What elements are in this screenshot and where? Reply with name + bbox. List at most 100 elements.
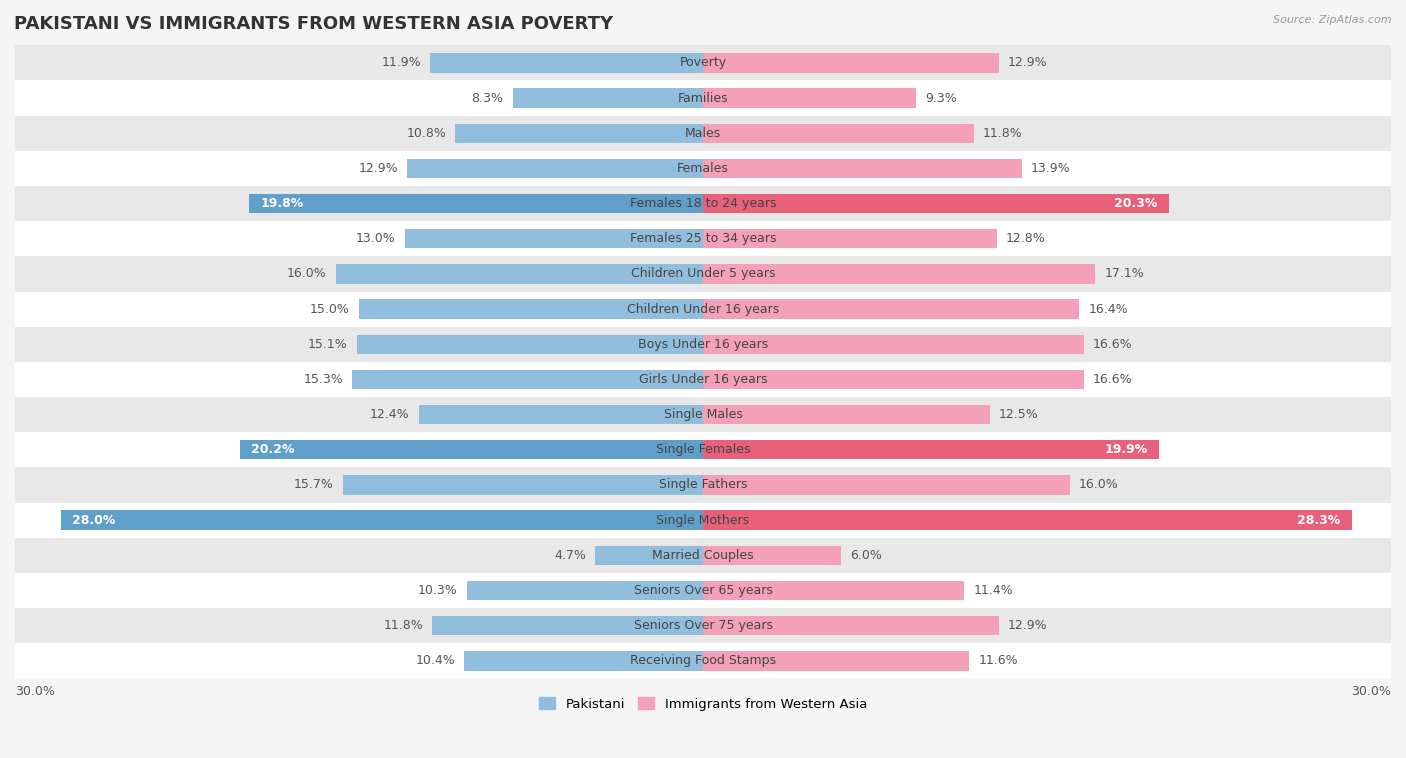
Text: 4.7%: 4.7% (554, 549, 586, 562)
Text: 19.9%: 19.9% (1105, 443, 1147, 456)
Text: 15.3%: 15.3% (304, 373, 343, 386)
Text: 13.0%: 13.0% (356, 232, 395, 246)
Text: 11.6%: 11.6% (979, 654, 1018, 667)
Text: 8.3%: 8.3% (471, 92, 503, 105)
Text: 20.2%: 20.2% (252, 443, 295, 456)
Text: PAKISTANI VS IMMIGRANTS FROM WESTERN ASIA POVERTY: PAKISTANI VS IMMIGRANTS FROM WESTERN ASI… (14, 15, 613, 33)
Bar (408, 158, 703, 178)
Bar (467, 581, 703, 600)
Bar (15, 537, 1391, 573)
Text: 15.7%: 15.7% (294, 478, 333, 491)
Bar (456, 124, 703, 143)
Text: 15.0%: 15.0% (309, 302, 350, 315)
Text: 11.8%: 11.8% (384, 619, 423, 632)
Bar (15, 116, 1391, 151)
Text: 12.4%: 12.4% (370, 408, 409, 421)
Text: Girls Under 16 years: Girls Under 16 years (638, 373, 768, 386)
Bar (15, 80, 1391, 116)
Text: 19.8%: 19.8% (260, 197, 304, 210)
Bar (240, 440, 703, 459)
Text: 12.9%: 12.9% (1008, 619, 1047, 632)
Text: Single Fathers: Single Fathers (659, 478, 747, 491)
Bar (249, 194, 703, 213)
Bar (703, 510, 1353, 530)
Bar (703, 651, 969, 671)
Text: 28.0%: 28.0% (72, 514, 115, 527)
Text: 15.1%: 15.1% (308, 338, 347, 351)
Bar (703, 581, 965, 600)
Text: 12.9%: 12.9% (1008, 56, 1047, 70)
Text: Single Females: Single Females (655, 443, 751, 456)
Bar (15, 468, 1391, 503)
Text: Source: ZipAtlas.com: Source: ZipAtlas.com (1274, 15, 1392, 25)
Bar (15, 608, 1391, 644)
Bar (357, 334, 703, 354)
Bar (703, 265, 1095, 283)
Text: 11.4%: 11.4% (973, 584, 1014, 597)
Text: Males: Males (685, 127, 721, 139)
Bar (464, 651, 703, 671)
Text: 12.8%: 12.8% (1005, 232, 1046, 246)
Text: 16.6%: 16.6% (1092, 373, 1132, 386)
Bar (15, 362, 1391, 397)
Text: 16.0%: 16.0% (287, 268, 326, 280)
Bar (703, 475, 1070, 495)
Bar (703, 405, 990, 424)
Bar (703, 53, 998, 73)
Text: 10.3%: 10.3% (418, 584, 457, 597)
Bar (703, 616, 998, 635)
Text: 17.1%: 17.1% (1104, 268, 1144, 280)
Bar (15, 573, 1391, 608)
Bar (343, 475, 703, 495)
Bar (15, 292, 1391, 327)
Bar (703, 299, 1080, 319)
Bar (15, 432, 1391, 468)
Bar (15, 397, 1391, 432)
Text: 28.3%: 28.3% (1298, 514, 1340, 527)
Text: Seniors Over 75 years: Seniors Over 75 years (634, 619, 772, 632)
Text: Females 18 to 24 years: Females 18 to 24 years (630, 197, 776, 210)
Legend: Pakistani, Immigrants from Western Asia: Pakistani, Immigrants from Western Asia (534, 692, 872, 716)
Bar (15, 151, 1391, 186)
Text: Single Mothers: Single Mothers (657, 514, 749, 527)
Bar (15, 256, 1391, 292)
Text: Children Under 5 years: Children Under 5 years (631, 268, 775, 280)
Bar (15, 221, 1391, 256)
Text: Seniors Over 65 years: Seniors Over 65 years (634, 584, 772, 597)
Text: 12.5%: 12.5% (998, 408, 1039, 421)
Bar (703, 229, 997, 249)
Bar (419, 405, 703, 424)
Text: Boys Under 16 years: Boys Under 16 years (638, 338, 768, 351)
Bar (359, 299, 703, 319)
Bar (15, 644, 1391, 678)
Text: Poverty: Poverty (679, 56, 727, 70)
Bar (703, 194, 1168, 213)
Text: 10.4%: 10.4% (416, 654, 456, 667)
Text: Children Under 16 years: Children Under 16 years (627, 302, 779, 315)
Text: 16.0%: 16.0% (1080, 478, 1119, 491)
Text: 13.9%: 13.9% (1031, 162, 1070, 175)
Text: 16.4%: 16.4% (1088, 302, 1128, 315)
Text: 6.0%: 6.0% (849, 549, 882, 562)
Bar (703, 158, 1022, 178)
Text: Females: Females (678, 162, 728, 175)
Text: Families: Families (678, 92, 728, 105)
Bar (15, 503, 1391, 537)
Text: 9.3%: 9.3% (925, 92, 957, 105)
Text: Single Males: Single Males (664, 408, 742, 421)
Bar (430, 53, 703, 73)
Bar (352, 370, 703, 389)
Bar (336, 265, 703, 283)
Text: 11.8%: 11.8% (983, 127, 1022, 139)
Bar (15, 45, 1391, 80)
Bar (703, 370, 1084, 389)
Bar (703, 440, 1160, 459)
Text: 30.0%: 30.0% (15, 685, 55, 698)
Bar (15, 186, 1391, 221)
Text: 11.9%: 11.9% (381, 56, 420, 70)
Bar (60, 510, 703, 530)
Text: 30.0%: 30.0% (1351, 685, 1391, 698)
Bar (703, 124, 973, 143)
Bar (703, 89, 917, 108)
Bar (595, 546, 703, 565)
